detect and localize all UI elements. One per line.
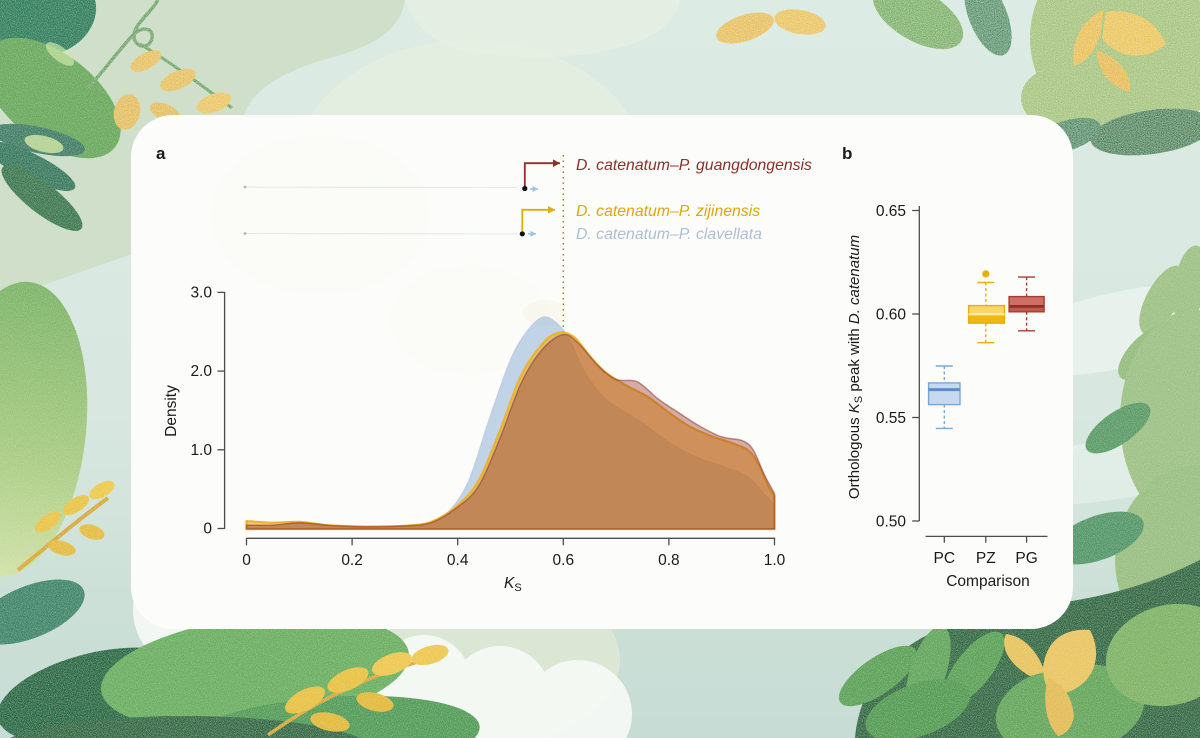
svg-text:D. catenatum–P. guangdongensis: D. catenatum–P. guangdongensis <box>576 157 812 174</box>
svg-text:PG: PG <box>1015 550 1037 567</box>
svg-text:3.0: 3.0 <box>190 285 212 302</box>
svg-text:D. catenatum–P. zijinensis: D. catenatum–P. zijinensis <box>576 203 760 220</box>
svg-text:b: b <box>842 144 852 163</box>
svg-text:0.50: 0.50 <box>876 514 907 531</box>
svg-text:0.2: 0.2 <box>341 552 363 569</box>
svg-text:a: a <box>156 144 166 163</box>
svg-text:0.60: 0.60 <box>876 307 907 324</box>
svg-text:0.6: 0.6 <box>553 552 575 569</box>
svg-text:1.0: 1.0 <box>190 442 212 459</box>
svg-text:Comparison: Comparison <box>946 573 1030 590</box>
svg-text:0.4: 0.4 <box>447 552 469 569</box>
svg-text:0: 0 <box>242 552 251 569</box>
svg-text:0: 0 <box>203 521 212 538</box>
svg-text:2.0: 2.0 <box>190 363 212 380</box>
svg-text:D. catenatum–P. clavellata: D. catenatum–P. clavellata <box>576 226 762 243</box>
svg-text:Density: Density <box>163 385 180 437</box>
svg-text:0.8: 0.8 <box>658 552 680 569</box>
svg-text:Orthologous KS peak with D. ca: Orthologous KS peak with D. catenatum <box>846 235 865 499</box>
svg-text:KS: KS <box>504 575 522 594</box>
svg-text:PZ: PZ <box>976 550 996 567</box>
svg-text:1.0: 1.0 <box>764 552 786 569</box>
svg-text:0.65: 0.65 <box>876 203 906 220</box>
svg-text:0.55: 0.55 <box>876 410 906 427</box>
svg-text:PC: PC <box>934 550 956 567</box>
